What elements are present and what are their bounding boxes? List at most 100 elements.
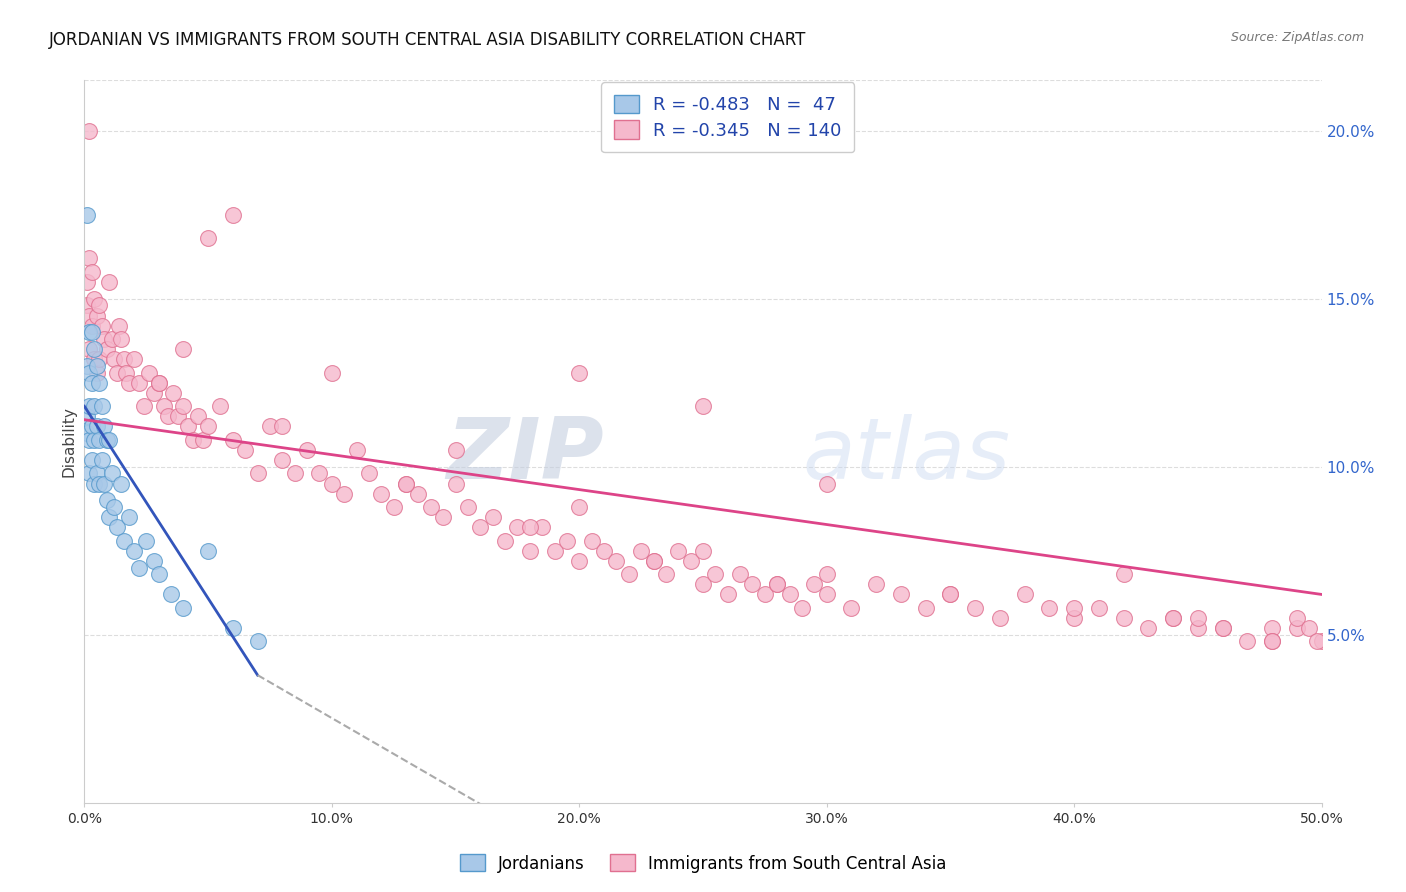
Point bbox=[98, 510, 121, 524]
Point bbox=[865, 577, 887, 591]
Point bbox=[142, 385, 165, 400]
Point bbox=[83, 352, 105, 367]
Point bbox=[108, 318, 131, 333]
Point bbox=[815, 587, 838, 601]
Point bbox=[157, 409, 180, 424]
Point bbox=[308, 467, 330, 481]
Text: JORDANIAN VS IMMIGRANTS FROM SOUTH CENTRAL ASIA DISABILITY CORRELATION CHART: JORDANIAN VS IMMIGRANTS FROM SOUTH CENTR… bbox=[49, 31, 807, 49]
Point bbox=[79, 467, 101, 481]
Point bbox=[1187, 621, 1209, 635]
Point bbox=[965, 600, 987, 615]
Point bbox=[1187, 611, 1209, 625]
Point bbox=[222, 621, 245, 635]
Point bbox=[172, 342, 194, 356]
Point bbox=[79, 366, 101, 380]
Point bbox=[209, 399, 232, 413]
Point bbox=[370, 486, 392, 500]
Point bbox=[90, 453, 112, 467]
Point bbox=[90, 318, 112, 333]
Point bbox=[110, 476, 132, 491]
Point bbox=[148, 376, 170, 390]
Point bbox=[519, 520, 541, 534]
Point bbox=[76, 359, 98, 373]
Point bbox=[197, 419, 219, 434]
Point bbox=[152, 399, 174, 413]
Point bbox=[841, 600, 863, 615]
Point bbox=[1063, 600, 1085, 615]
Point bbox=[98, 275, 121, 289]
Point bbox=[519, 543, 541, 558]
Point bbox=[1112, 611, 1135, 625]
Text: atlas: atlas bbox=[801, 415, 1010, 498]
Point bbox=[167, 409, 190, 424]
Point bbox=[122, 352, 145, 367]
Point bbox=[679, 554, 702, 568]
Point bbox=[222, 433, 245, 447]
Point bbox=[83, 476, 105, 491]
Point bbox=[191, 433, 214, 447]
Point bbox=[112, 352, 135, 367]
Point bbox=[128, 560, 150, 574]
Point bbox=[80, 318, 103, 333]
Point bbox=[914, 600, 936, 615]
Point bbox=[643, 554, 665, 568]
Point bbox=[132, 399, 155, 413]
Point bbox=[666, 543, 689, 558]
Point bbox=[692, 577, 714, 591]
Point bbox=[1261, 621, 1284, 635]
Point bbox=[1014, 587, 1036, 601]
Point bbox=[766, 577, 789, 591]
Point bbox=[1137, 621, 1160, 635]
Point bbox=[138, 366, 160, 380]
Point bbox=[555, 533, 578, 548]
Point bbox=[643, 554, 665, 568]
Point bbox=[103, 500, 125, 514]
Point bbox=[432, 510, 454, 524]
Point bbox=[90, 399, 112, 413]
Point bbox=[494, 533, 516, 548]
Point bbox=[939, 587, 962, 601]
Point bbox=[284, 467, 307, 481]
Point bbox=[76, 426, 98, 441]
Point bbox=[815, 476, 838, 491]
Point bbox=[80, 326, 103, 340]
Point bbox=[98, 433, 121, 447]
Point bbox=[187, 409, 209, 424]
Point bbox=[568, 366, 591, 380]
Point bbox=[233, 442, 256, 457]
Point bbox=[543, 543, 565, 558]
Point bbox=[79, 124, 101, 138]
Point bbox=[103, 352, 125, 367]
Point bbox=[246, 467, 269, 481]
Point bbox=[128, 376, 150, 390]
Point bbox=[79, 326, 101, 340]
Point bbox=[692, 399, 714, 413]
Point bbox=[80, 419, 103, 434]
Point bbox=[80, 453, 103, 467]
Point bbox=[593, 543, 616, 558]
Point bbox=[1310, 634, 1333, 648]
Point bbox=[395, 476, 418, 491]
Point bbox=[76, 298, 98, 312]
Point bbox=[79, 342, 101, 356]
Point bbox=[346, 442, 368, 457]
Point bbox=[444, 442, 467, 457]
Point bbox=[988, 611, 1011, 625]
Point bbox=[122, 543, 145, 558]
Point bbox=[222, 208, 245, 222]
Point bbox=[1305, 634, 1327, 648]
Point bbox=[142, 554, 165, 568]
Point bbox=[86, 366, 108, 380]
Point bbox=[89, 433, 111, 447]
Point bbox=[76, 208, 98, 222]
Point bbox=[655, 567, 678, 582]
Point bbox=[96, 493, 118, 508]
Point bbox=[1261, 634, 1284, 648]
Point bbox=[79, 399, 101, 413]
Point bbox=[83, 292, 105, 306]
Point bbox=[779, 587, 801, 601]
Point bbox=[76, 275, 98, 289]
Point bbox=[86, 309, 108, 323]
Point bbox=[357, 467, 380, 481]
Legend: R = -0.483   N =  47, R = -0.345   N = 140: R = -0.483 N = 47, R = -0.345 N = 140 bbox=[600, 82, 855, 153]
